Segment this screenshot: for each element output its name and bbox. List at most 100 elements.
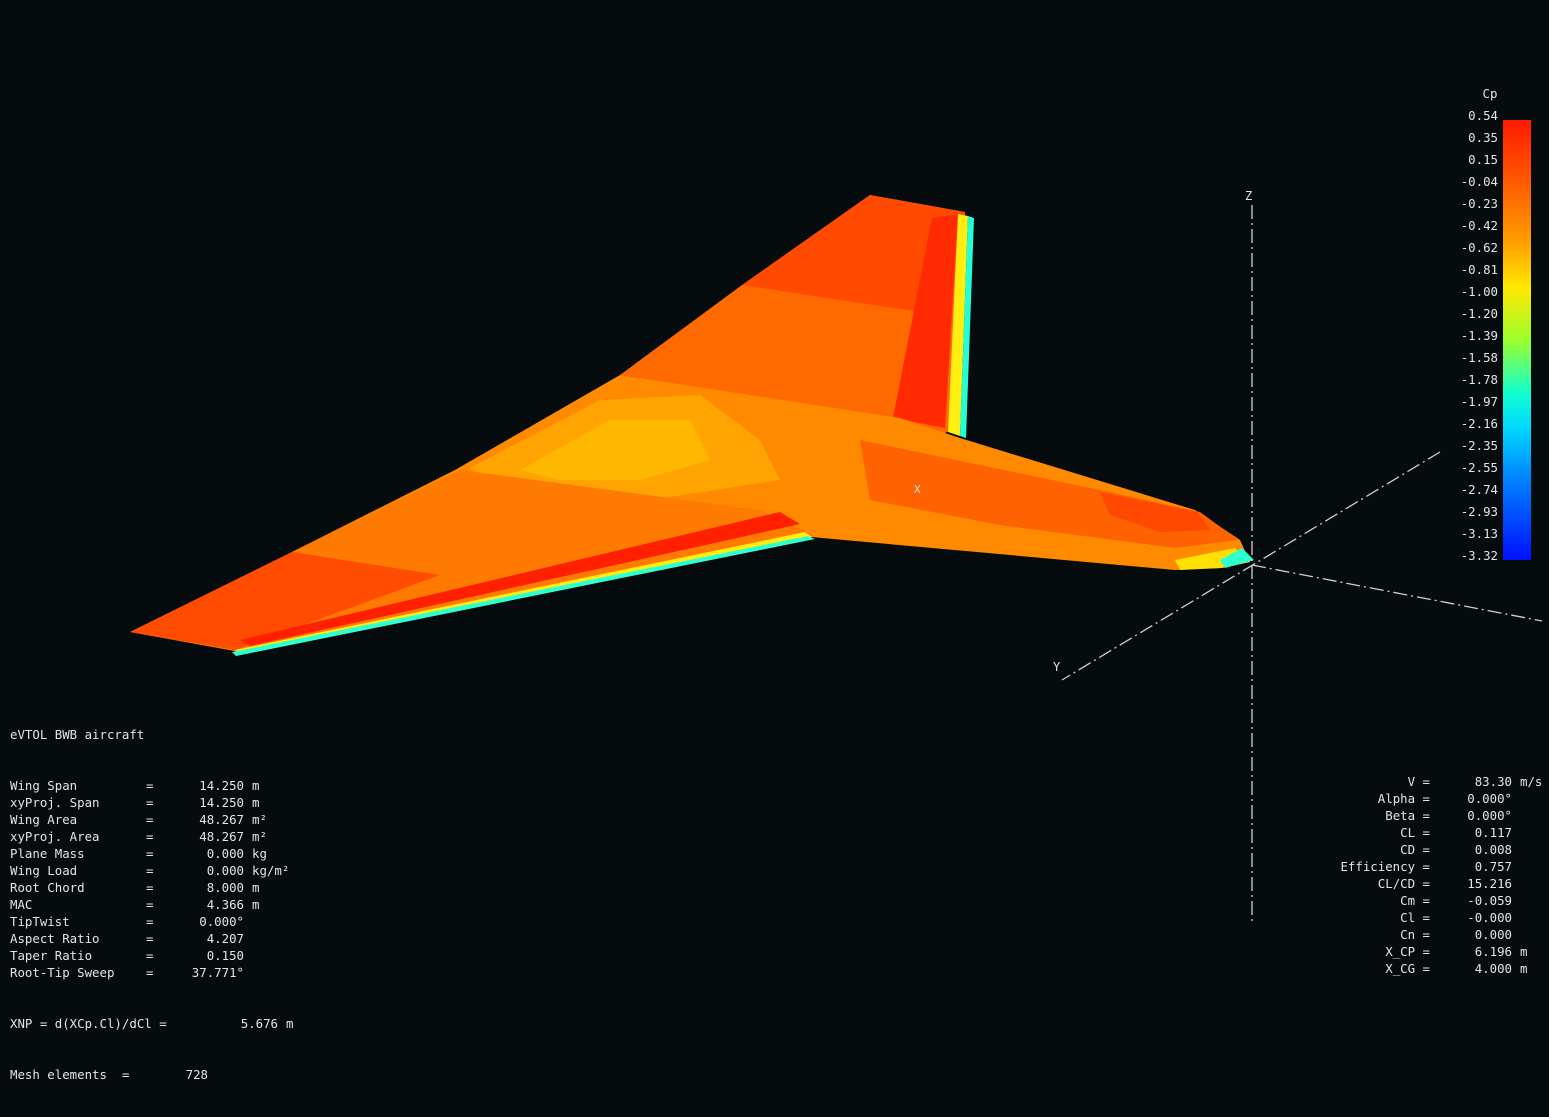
plane-info-row: Wing Span = 14.250 m xyxy=(10,777,293,794)
polar-info-value: -0.000 xyxy=(1467,910,1512,925)
plane-info-unit: m² xyxy=(252,812,267,827)
legend-tick-label: -3.13 xyxy=(1460,526,1498,541)
plane-info-unit: kg/m² xyxy=(252,863,290,878)
plane-info-unit xyxy=(244,947,252,964)
legend-tick-label: -1.97 xyxy=(1460,394,1498,409)
plane-info-label: Root Chord xyxy=(10,880,85,895)
plane-info-row: Aspect Ratio = 4.207 xyxy=(10,930,293,947)
mesh-row: Mesh elements = 728 xyxy=(10,1066,293,1083)
plane-info-label: Root-Tip Sweep xyxy=(10,965,115,980)
polar-info-row: X_CG = 4.000 m xyxy=(1300,960,1542,977)
mesh-value: 728 xyxy=(185,1067,208,1082)
polar-info-value: -0.059 xyxy=(1467,893,1512,908)
legend-tick-label: -1.39 xyxy=(1460,328,1498,343)
legend-title: Cp xyxy=(1482,86,1498,101)
plane-info-value: 37.771° xyxy=(191,965,244,980)
plane-info-eq: = xyxy=(146,965,154,980)
legend-tick-label: -3.32 xyxy=(1460,548,1498,563)
plane-info-eq: = xyxy=(146,948,154,963)
cp-color-legend: Cp 0.54 0.35 0.15 -0.04 -0.23 -0.42 -0.62 -0.81… xyxy=(1440,86,1540,566)
legend-tick-label: -2.16 xyxy=(1460,416,1498,431)
plane-info-label: Aspect Ratio xyxy=(10,931,100,946)
plane-info-label: Plane Mass xyxy=(10,846,85,861)
polar-info-value: 6.196 xyxy=(1474,944,1512,959)
plane-info-unit xyxy=(244,913,252,930)
plane-info-value: 0.150 xyxy=(206,948,244,963)
legend-tick-label: -1.00 xyxy=(1460,284,1498,299)
plane-info-row: Taper Ratio = 0.150 xyxy=(10,947,293,964)
polar-info-unit xyxy=(1512,841,1520,858)
polar-info-unit xyxy=(1512,892,1520,909)
plane-info-value: 4.207 xyxy=(206,931,244,946)
polar-info-value: 15.216 xyxy=(1467,876,1512,891)
legend-tick-label: -0.04 xyxy=(1460,174,1498,189)
polar-info-row: Cl = -0.000 xyxy=(1300,909,1542,926)
plane-info-label: Wing Area xyxy=(10,812,78,827)
far-wing-red-band xyxy=(893,214,958,428)
plane-info-label: Wing Load xyxy=(10,863,78,878)
plane-name: eVTOL BWB aircraft xyxy=(10,727,145,742)
3d-viewport[interactable]: Z Y X Cp 0 xyxy=(0,0,1549,1082)
plane-info-unit: m xyxy=(252,778,260,793)
plane-info-label: MAC xyxy=(10,897,33,912)
wing-3d-scene[interactable]: Z Y X xyxy=(0,0,1549,960)
polar-info-label: Cl = xyxy=(1400,910,1430,925)
polar-info-value: 83.30 xyxy=(1474,774,1512,789)
plane-info-unit: m xyxy=(252,880,260,895)
plane-info-panel: eVTOL BWB aircraft Wing Span = 14.250 m xyPr… xyxy=(10,692,293,1117)
near-wing-te-cyan xyxy=(232,536,815,656)
plane-info-row: xyProj. Area = 48.267 m² xyxy=(10,828,293,845)
polar-info-label: X_CP = xyxy=(1385,944,1430,959)
legend-tick-label: -2.93 xyxy=(1460,504,1498,519)
polar-info-row: V = 83.30 m/s xyxy=(1300,773,1543,790)
plane-info-value: 4.366 xyxy=(206,897,244,912)
legend-tick-label: -0.42 xyxy=(1460,218,1498,233)
polar-info-unit xyxy=(1512,858,1520,875)
polar-info-panel: V = 83.30 m/s Alpha = 0.000° Beta = 0.000° CL =… xyxy=(1300,739,1542,1011)
center-body-nose-edge-cyan xyxy=(1220,548,1254,568)
plane-info-value: 48.267 xyxy=(199,812,244,827)
plane-info-row: xyProj. Span = 14.250 m xyxy=(10,794,293,811)
plane-info-unit: m² xyxy=(252,829,267,844)
wing-surface[interactable] xyxy=(130,195,1254,656)
polar-info-unit: m xyxy=(1520,944,1528,959)
center-body-yellow xyxy=(520,420,710,480)
cp-marker: X xyxy=(914,483,921,496)
polar-info-row: CD = 0.008 xyxy=(1300,841,1542,858)
center-body-nose-red xyxy=(1100,492,1210,532)
polar-info-label: CD = xyxy=(1400,842,1430,857)
plane-info-row: MAC = 4.366 m xyxy=(10,896,293,913)
polar-info-value: 0.757 xyxy=(1474,859,1512,874)
plane-info-value: 14.250 xyxy=(199,795,244,810)
xnp-label: XNP = d(XCp.Cl)/dCl = xyxy=(10,1016,167,1031)
y-axis xyxy=(1061,451,1441,681)
polar-info-unit xyxy=(1512,790,1520,807)
legend-tick-label: -0.23 xyxy=(1460,196,1498,211)
polar-info-label: V = xyxy=(1407,774,1430,789)
plane-info-unit xyxy=(244,930,252,947)
plane-info-eq: = xyxy=(146,897,154,912)
xnp-unit: m xyxy=(286,1016,294,1031)
near-wing-tip xyxy=(130,552,440,650)
polar-info-unit xyxy=(1512,824,1520,841)
plane-info-row: Wing Area = 48.267 m² xyxy=(10,811,293,828)
plane-info-value: 0.000 xyxy=(206,863,244,878)
plane-info-label: Taper Ratio xyxy=(10,948,93,963)
legend-tick-label: -1.58 xyxy=(1460,350,1498,365)
xnp-value: 5.676 xyxy=(240,1016,278,1031)
plane-info-unit xyxy=(244,964,252,981)
polar-info-label: CL = xyxy=(1400,825,1430,840)
plane-info-value: 0.000 xyxy=(206,846,244,861)
plane-info-row: Wing Load = 0.000 kg/m² xyxy=(10,862,293,879)
plane-info-value: 14.250 xyxy=(199,778,244,793)
legend-tick-label: -2.35 xyxy=(1460,438,1498,453)
legend-color-bar xyxy=(1503,120,1531,560)
polar-info-label: Alpha = xyxy=(1377,791,1430,806)
far-wing-te-yellow xyxy=(948,214,968,436)
plane-info-label: xyProj. Span xyxy=(10,795,100,810)
polar-info-unit xyxy=(1512,926,1520,943)
mesh-label: Mesh elements = xyxy=(10,1067,130,1082)
legend-tick-label: 0.35 xyxy=(1468,130,1498,145)
legend-tick-label: -1.20 xyxy=(1460,306,1498,321)
far-wing-te-cyan xyxy=(960,216,974,438)
